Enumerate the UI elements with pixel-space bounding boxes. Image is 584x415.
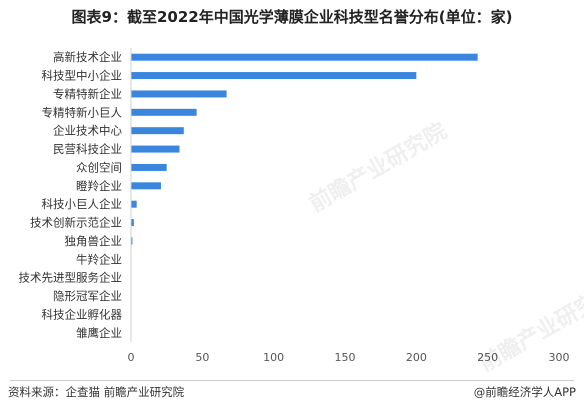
- footer-divider: [10, 380, 574, 381]
- category-label: 众创空间: [76, 160, 122, 174]
- category-label: 技术创新示范企业: [30, 216, 122, 230]
- x-tick-label: 0: [128, 351, 135, 364]
- category-label: 科技型中小企业: [42, 69, 123, 83]
- chart-title: 图表9：截至2022年中国光学薄膜企业科技型名誉分布(单位：家): [71, 8, 513, 26]
- x-tick-label: 200: [406, 351, 427, 364]
- credit-note: @前瞻经济学人APP: [473, 385, 576, 399]
- category-label: 专精特新小巨人: [42, 105, 123, 119]
- bar: [131, 108, 197, 116]
- category-label: 科技企业孵化器: [42, 307, 123, 321]
- bar: [131, 145, 180, 153]
- x-tick-label: 250: [477, 351, 498, 364]
- category-label: 高新技术企业: [53, 50, 122, 64]
- bar: [131, 237, 133, 245]
- category-label: 独角兽企业: [65, 234, 123, 248]
- x-tick-label: 150: [335, 351, 356, 364]
- bar: [131, 90, 227, 98]
- category-label: 民营科技企业: [53, 142, 122, 156]
- x-tick-label: 100: [263, 351, 284, 364]
- source-note: 资料来源：企查猫 前瞻产业研究院: [8, 385, 185, 399]
- bar-chart: 高新技术企业科技型中小企业专精特新企业专精特新小巨人企业技术中心民营科技企业众创…: [19, 48, 570, 364]
- category-label: 隐形冠军企业: [53, 289, 122, 303]
- category-label: 企业技术中心: [53, 124, 122, 138]
- category-label: 牛羚企业: [76, 252, 122, 266]
- category-label: 专精特新企业: [53, 87, 122, 101]
- bar: [131, 182, 161, 190]
- category-label: 瞪羚企业: [76, 179, 122, 193]
- bar: [131, 163, 167, 171]
- bar: [131, 200, 137, 208]
- x-tick-label: 300: [549, 351, 570, 364]
- bar: [131, 127, 184, 135]
- category-label: 科技小巨人企业: [42, 197, 123, 211]
- bar: [131, 219, 134, 227]
- x-tick-label: 50: [195, 351, 209, 364]
- category-label: 技术先进型服务企业: [19, 271, 123, 285]
- bar: [131, 72, 417, 80]
- bar: [131, 53, 478, 61]
- category-label: 雏鹰企业: [76, 326, 122, 340]
